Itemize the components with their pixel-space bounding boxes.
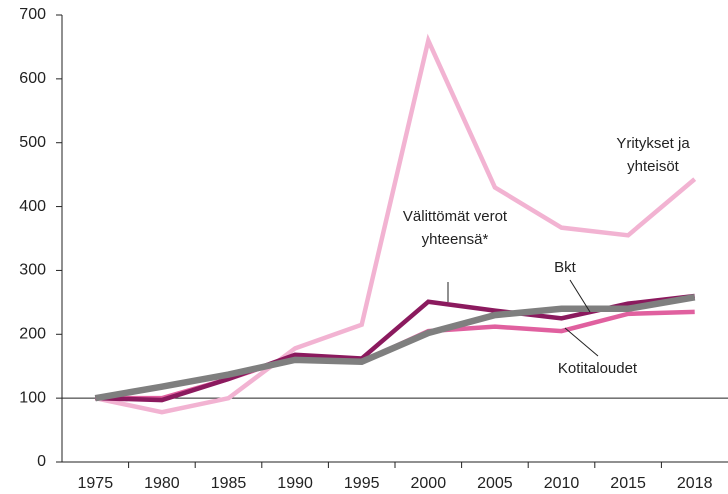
series-line: [94, 294, 696, 402]
x-tick-label: 1985: [211, 475, 247, 492]
y-tick-label: 200: [19, 326, 46, 343]
series-line: [94, 33, 697, 415]
series-label: Välittömät verot yhteensä*: [402, 208, 508, 248]
x-tick-label: 1995: [344, 475, 380, 492]
series-label: Bkt: [554, 259, 576, 276]
x-tick-label: 1980: [144, 475, 180, 492]
x-tick-label: 2018: [677, 475, 713, 492]
x-tick-label: 1990: [277, 475, 313, 492]
y-tick-label: 100: [19, 389, 46, 406]
series-label: Kotitaloudet: [557, 360, 638, 377]
x-tick-label: 2005: [477, 475, 513, 492]
y-tick-label: 600: [19, 70, 46, 87]
leader-line: [564, 327, 599, 357]
y-tick-label: 700: [19, 6, 46, 23]
y-tick-label: 300: [19, 262, 46, 279]
x-tick-label: 2000: [411, 475, 447, 492]
x-tick-label: 2015: [610, 475, 646, 492]
x-tick-label: 2010: [544, 475, 580, 492]
y-tick-label: 500: [19, 134, 46, 151]
leader-line: [569, 279, 591, 313]
y-tick-label: 400: [19, 198, 46, 215]
x-tick-label: 1975: [78, 475, 114, 492]
y-tick-label: 0: [37, 453, 46, 470]
series-label: Yritykset ja yhteisöt: [616, 135, 690, 175]
